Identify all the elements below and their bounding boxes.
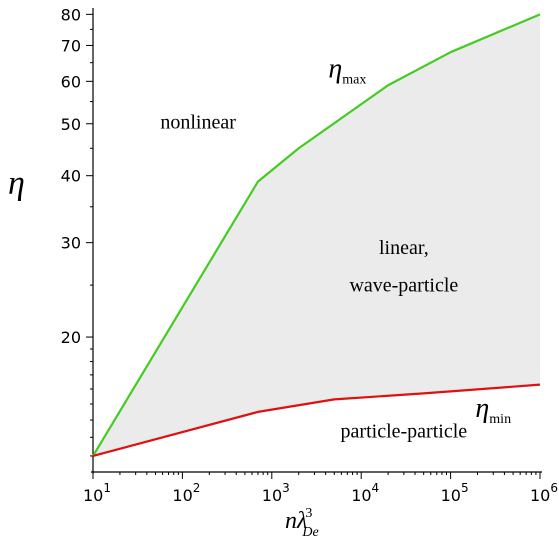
region-fill — [93, 14, 540, 456]
x-tick-label-exp: 1 — [103, 481, 111, 495]
region-label: linear, — [379, 237, 429, 259]
series-label-symbol: η — [328, 53, 342, 84]
x-tick-label-exp: 5 — [461, 481, 469, 495]
annotations: nonlinear linear, wave-particle particle-pa… — [160, 53, 511, 442]
x-tick-label: 101 — [83, 481, 111, 505]
series-label-symbol: η — [475, 393, 489, 424]
x-tick-label: 102 — [172, 481, 200, 505]
x-tick-label-exp: 4 — [372, 481, 380, 495]
y-tick-label: 40 — [61, 167, 81, 186]
y-tick-label: 80 — [61, 5, 81, 24]
y-tick-label: 50 — [61, 115, 81, 134]
series-label-sub: min — [489, 412, 511, 427]
x-tick-label-base: 10 — [441, 486, 461, 505]
x-tick-label-exp: 3 — [282, 481, 290, 495]
x-tick-label-exp: 2 — [193, 481, 201, 495]
x-tick-label-base: 10 — [351, 486, 371, 505]
region-label: nonlinear — [160, 111, 236, 133]
series-label: ηmax — [328, 53, 366, 87]
y-tick-label: 60 — [61, 72, 81, 91]
y-tick-label: 20 — [61, 328, 81, 347]
x-tick-label-base: 10 — [172, 486, 192, 505]
y-tick-label: 30 — [61, 234, 81, 253]
x-tick-label: 103 — [262, 481, 290, 505]
series-label-sub: max — [342, 72, 366, 87]
x-axis-label-main: nλ — [285, 508, 307, 534]
x-tick-label: 105 — [441, 481, 469, 505]
x-tick-label: 104 — [351, 481, 379, 505]
eta-max-line — [92, 13, 541, 457]
x-tick-label-base: 10 — [262, 486, 282, 505]
eta-min-line — [92, 383, 541, 458]
x-tick-label-base: 10 — [83, 486, 103, 505]
y-tick-label: 70 — [61, 36, 81, 55]
x-axis-label-sup: 3 — [305, 506, 312, 521]
region-label: wave-particle — [349, 275, 458, 297]
x-axis-label-sub: De — [301, 525, 318, 540]
x-tick-label-exp: 6 — [550, 481, 558, 495]
shaded-region — [93, 14, 540, 456]
x-tick-label: 106 — [530, 481, 558, 505]
x-tick-label-base: 10 — [530, 486, 550, 505]
series — [92, 13, 541, 458]
y-axis-label: η — [8, 165, 25, 202]
series-label: ηmin — [475, 393, 511, 427]
axes — [91, 8, 542, 474]
region-label: particle-particle — [341, 420, 468, 442]
x-axis-label: nλ3 De — [285, 506, 319, 540]
